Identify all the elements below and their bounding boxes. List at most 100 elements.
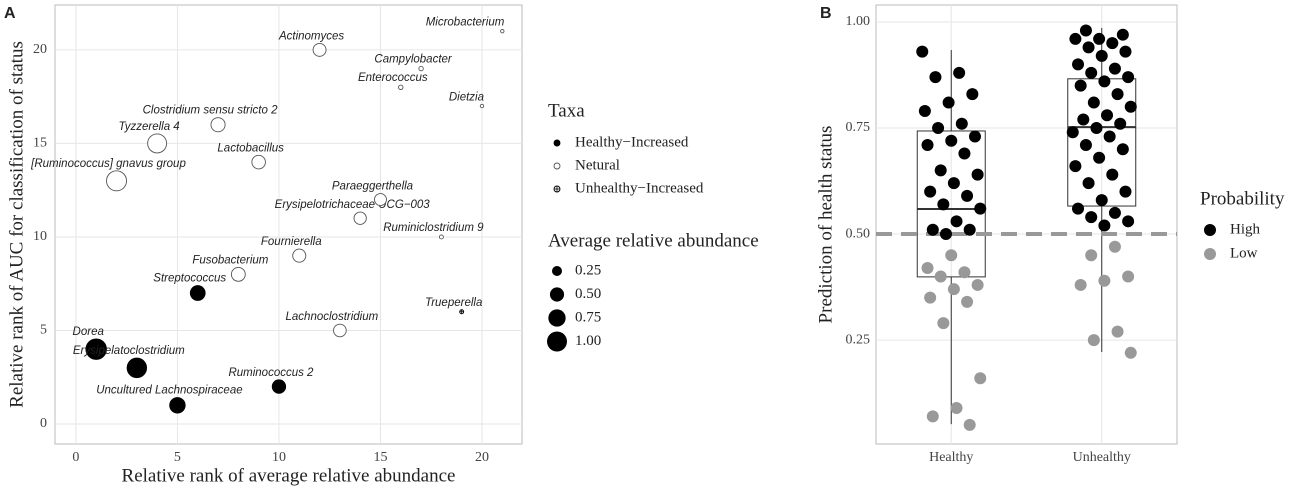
point [418, 65, 424, 72]
point [1095, 194, 1108, 207]
point [937, 198, 950, 211]
point [963, 418, 976, 431]
point-label: Tyzzerella 4 [119, 121, 180, 133]
point [918, 105, 931, 118]
y-tick-label: 5 [40, 323, 47, 338]
size-key [547, 331, 567, 352]
point-label: Lactobacillus [217, 142, 284, 154]
point [553, 162, 561, 170]
point [210, 117, 226, 133]
legend-label: Netural [575, 157, 620, 173]
point [1124, 100, 1137, 113]
point-label: Paraeggerthella [332, 181, 413, 193]
point [126, 357, 148, 379]
legend-label: 1.00 [575, 333, 601, 349]
point [189, 285, 206, 301]
point [968, 130, 981, 143]
point [939, 228, 952, 241]
point [929, 71, 942, 84]
point [85, 338, 107, 360]
point [1101, 109, 1114, 122]
point [1077, 113, 1090, 126]
point [1119, 185, 1132, 198]
point [147, 133, 168, 154]
point [1103, 130, 1116, 143]
point [1093, 32, 1106, 45]
y-tick-label: 0.75 [846, 120, 871, 135]
point [1090, 122, 1103, 135]
point [1082, 41, 1095, 54]
point [1122, 270, 1135, 283]
point [947, 283, 960, 296]
point-label: Clostridium sensu stricto 2 [143, 105, 278, 117]
point [921, 138, 934, 151]
point [1085, 249, 1098, 262]
point [1085, 66, 1098, 79]
x-tick-label: 15 [373, 450, 387, 465]
point [934, 270, 947, 283]
x-tick-label: Unhealthy [1073, 450, 1131, 465]
y-tick-label: 10 [33, 229, 47, 244]
point [937, 317, 950, 330]
x-axis-label: Relative rank of average relative abunda… [122, 465, 456, 486]
x-tick-label: 5 [174, 450, 181, 465]
point [1119, 45, 1132, 58]
point-label: Actinomyces [278, 30, 344, 42]
x-tick-label: 10 [272, 450, 286, 465]
point-label: Erysipelatoclostridium [73, 345, 185, 357]
point [966, 88, 979, 101]
point-label: Streptococcus [153, 273, 226, 285]
point [950, 215, 963, 228]
legend-title: Average relative abundance [548, 230, 759, 251]
point [438, 234, 444, 240]
point [1106, 37, 1119, 50]
point [1114, 117, 1127, 130]
legend-title: Probability [1200, 188, 1285, 209]
point-label: Campylobacter [374, 53, 453, 65]
point [961, 189, 974, 202]
legend-key [1204, 248, 1216, 260]
y-tick-label: 0 [40, 416, 47, 431]
point [479, 103, 485, 109]
point [958, 147, 971, 160]
point [1122, 215, 1135, 228]
point [1108, 206, 1121, 219]
point [1066, 126, 1079, 139]
point [230, 266, 246, 282]
point [1069, 160, 1082, 173]
point-label: Fournierella [261, 236, 322, 248]
point [971, 278, 984, 291]
point [1116, 28, 1129, 41]
point [950, 401, 963, 414]
y-axis-label: Prediction of health status [815, 126, 836, 324]
point [1085, 211, 1098, 224]
panel-label: A [4, 5, 16, 22]
y-tick-label: 20 [33, 42, 47, 57]
y-tick-label: 0.25 [846, 332, 871, 347]
point [942, 96, 955, 109]
point-label: [Ruminococcus] gnavus group [30, 158, 186, 170]
point [1116, 143, 1129, 156]
point [932, 122, 945, 135]
x-tick-label: 0 [72, 450, 79, 465]
point [1072, 202, 1085, 215]
point-label: Ruminiclostridium 9 [383, 222, 484, 234]
point [961, 295, 974, 308]
point [958, 266, 971, 279]
x-tick-label: 20 [475, 450, 489, 465]
point [934, 164, 947, 177]
legend-title: Taxa [548, 100, 585, 121]
point-label: Lachnoclostridium [286, 311, 379, 323]
legend-label: Healthy−Increased [575, 134, 689, 150]
point [945, 249, 958, 262]
point [500, 29, 505, 34]
size-key [548, 309, 566, 327]
point [1098, 219, 1111, 232]
point-label: Uncultured Lachnospiraceae [96, 385, 242, 397]
point [921, 261, 934, 274]
legend-label: 0.50 [575, 286, 601, 302]
point [1106, 168, 1119, 181]
point [1108, 62, 1121, 75]
point [1079, 24, 1092, 37]
legend-label: 0.25 [575, 262, 601, 278]
